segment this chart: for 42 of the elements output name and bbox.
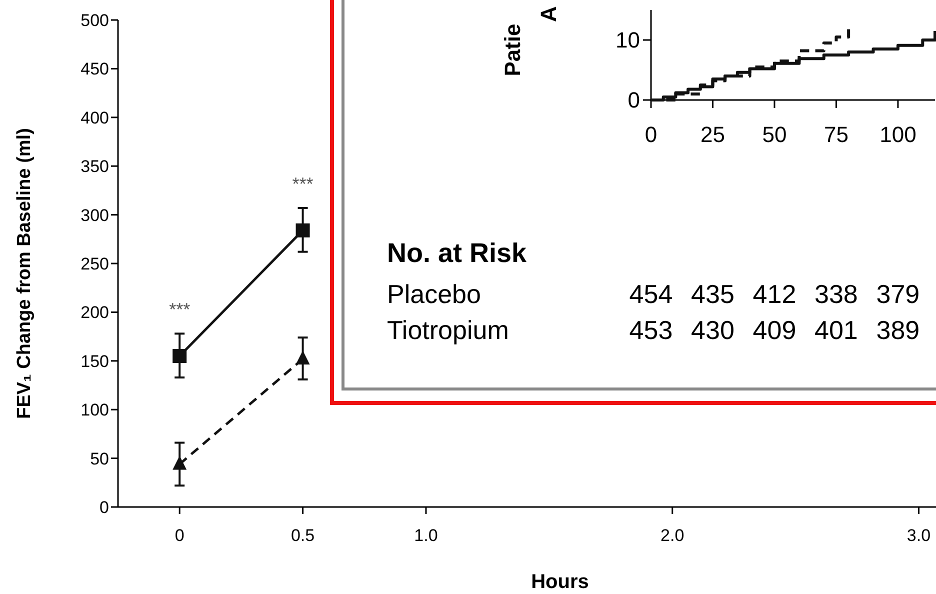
annotation: 435 (691, 279, 734, 309)
y-tick-label: 0 (100, 498, 109, 517)
annotation: *** (292, 174, 314, 194)
annotation: Tiotropium (387, 315, 509, 345)
point (296, 223, 310, 238)
y-axis-title: FEV₁ Change from Baseline (ml) (14, 128, 35, 419)
x-tick-label: 100 (880, 122, 916, 147)
y-tick-label: 10 (616, 28, 640, 53)
x-axis-title: Hours (531, 571, 589, 593)
y-axis-title: Patie A (500, 6, 561, 76)
annotation: 389 (876, 315, 920, 345)
annotation: 409 (752, 315, 796, 345)
x-tick-label: 75 (824, 122, 848, 147)
annotation: 454 (629, 279, 673, 309)
y-tick-label: 350 (80, 157, 109, 176)
y-tick-label: 450 (80, 60, 109, 79)
y-tick-label: 100 (80, 400, 109, 420)
x-tick-label: 0 (174, 526, 184, 545)
y-tick-label: 500 (80, 10, 109, 30)
x-tick-label: 0.5 (290, 526, 315, 545)
x-tick-label: 2.0 (660, 526, 684, 545)
annotation: 338 (814, 279, 858, 309)
y-tick-label: 400 (80, 108, 109, 128)
y-tick-label: 150 (80, 352, 109, 371)
annotation: 379 (876, 279, 920, 309)
x-tick-label: 25 (700, 122, 725, 147)
x-tick-label: 1.0 (414, 526, 438, 545)
point (172, 349, 187, 364)
y-tick-label: 300 (80, 206, 109, 225)
annotation: 412 (752, 279, 796, 309)
x-tick-label: 0 (644, 122, 658, 147)
annotation: Placebo (387, 279, 481, 309)
y-tick-label: 50 (90, 449, 109, 468)
y-tick-label: 250 (80, 254, 109, 274)
x-tick-label: 50 (762, 122, 787, 147)
annotation: 430 (691, 315, 734, 345)
y-tick-label: 200 (80, 303, 109, 322)
annotation: *** (169, 300, 190, 320)
annotation: 453 (629, 315, 673, 345)
annotation: 401 (814, 315, 858, 345)
x-tick-label: 3.0 (906, 526, 931, 545)
annotation: No. at Risk (387, 238, 528, 268)
